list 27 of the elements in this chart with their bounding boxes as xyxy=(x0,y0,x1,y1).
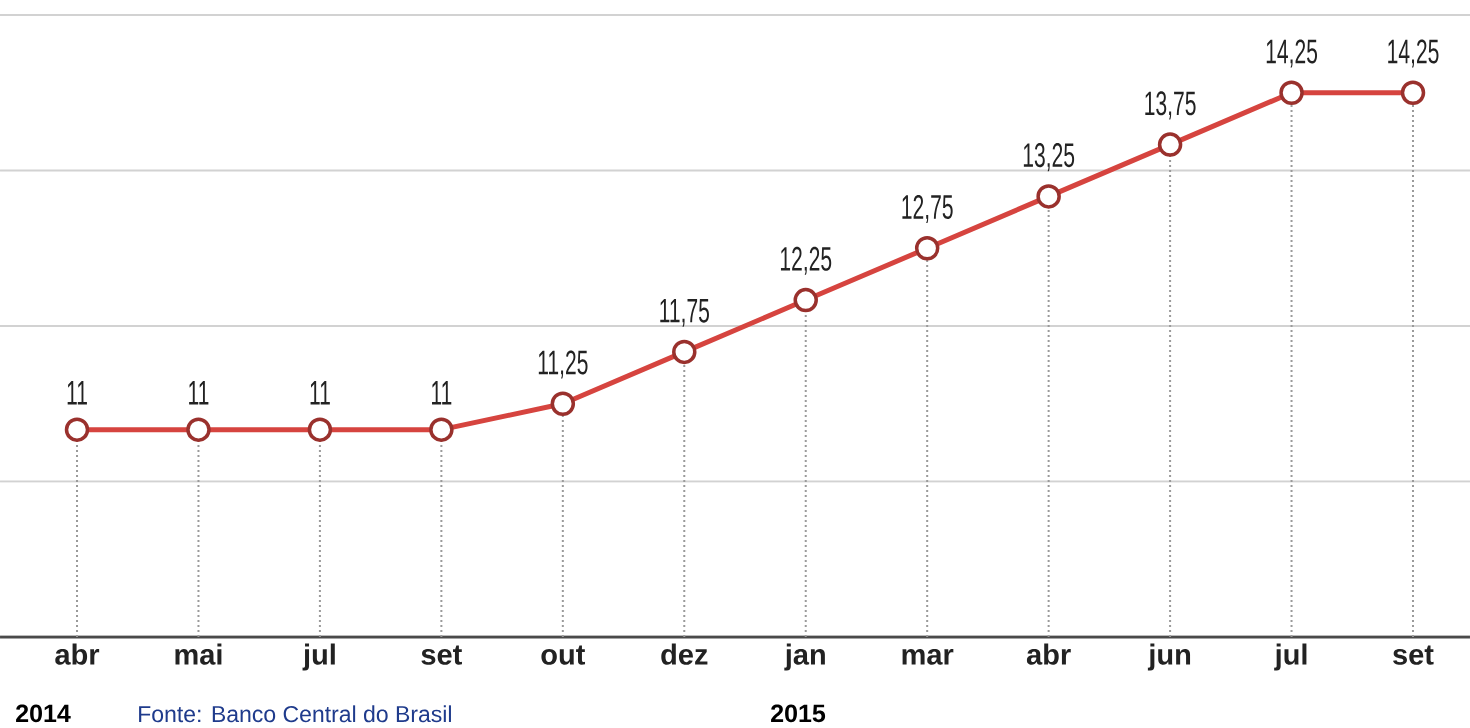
x-tick-label: abr xyxy=(55,643,100,665)
text: 2015 xyxy=(771,704,826,723)
data-label: 11 xyxy=(67,381,87,405)
x-tick-label: jul xyxy=(302,643,335,671)
x-tick-label: out xyxy=(541,645,586,665)
data-label: 11,25 xyxy=(538,350,588,379)
data-label: 13,25 xyxy=(1023,143,1075,172)
x-tick-label: set xyxy=(421,645,462,665)
x-tick-label: dez xyxy=(661,643,708,665)
x-tick-label: mar xyxy=(902,648,954,665)
data-label: 14,25 xyxy=(1266,39,1318,68)
data-label: 12,75 xyxy=(902,194,953,224)
data-label: 11 xyxy=(310,381,330,405)
data-label: 11 xyxy=(432,381,452,405)
x-tick-label: mai xyxy=(175,643,222,665)
data-label: 11 xyxy=(189,381,209,405)
x-tick-label: set xyxy=(1393,645,1434,665)
data-label: 13,75 xyxy=(1145,91,1196,120)
x-tick-label: jul xyxy=(1274,643,1307,671)
data-label: 11,75 xyxy=(660,298,709,327)
x-tick-label: abr xyxy=(1026,643,1071,665)
x-tick-label: jun xyxy=(1147,643,1191,671)
source-note: Fonte: Banco Central do Brasil xyxy=(139,705,451,723)
text: 2014 xyxy=(16,704,71,723)
data-label: 14,25 xyxy=(1388,39,1439,68)
x-tick-label: jan xyxy=(784,643,825,671)
data-label: 12,25 xyxy=(780,246,832,275)
